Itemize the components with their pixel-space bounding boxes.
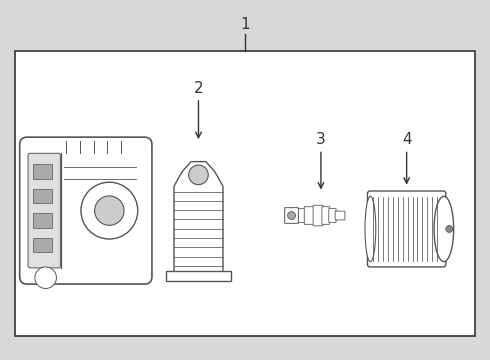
Text: 4: 4 xyxy=(402,132,412,147)
Bar xyxy=(33,213,51,228)
Polygon shape xyxy=(166,271,231,281)
Ellipse shape xyxy=(365,196,376,262)
FancyBboxPatch shape xyxy=(20,137,152,284)
Bar xyxy=(33,164,51,179)
Polygon shape xyxy=(174,162,223,274)
Circle shape xyxy=(35,267,56,288)
FancyBboxPatch shape xyxy=(322,207,330,224)
FancyBboxPatch shape xyxy=(304,207,314,224)
Circle shape xyxy=(189,165,208,185)
FancyBboxPatch shape xyxy=(296,209,305,222)
Circle shape xyxy=(81,182,138,239)
FancyBboxPatch shape xyxy=(28,153,60,268)
Text: 3: 3 xyxy=(316,132,326,147)
FancyBboxPatch shape xyxy=(335,211,345,220)
FancyBboxPatch shape xyxy=(368,191,446,267)
Text: 2: 2 xyxy=(194,81,203,96)
FancyBboxPatch shape xyxy=(285,208,298,223)
Text: 1: 1 xyxy=(240,17,250,32)
Ellipse shape xyxy=(434,196,454,262)
FancyBboxPatch shape xyxy=(313,205,323,226)
FancyBboxPatch shape xyxy=(329,209,336,222)
Bar xyxy=(33,238,51,252)
Circle shape xyxy=(446,226,453,233)
Circle shape xyxy=(95,196,124,225)
FancyBboxPatch shape xyxy=(15,51,475,336)
Circle shape xyxy=(288,212,295,220)
Bar xyxy=(33,189,51,203)
